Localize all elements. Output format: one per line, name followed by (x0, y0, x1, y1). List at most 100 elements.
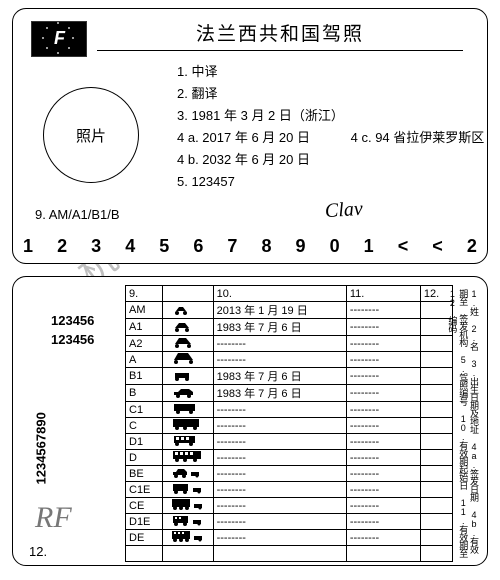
field-4a: 4 a. 2017 年 6 月 20 日 (177, 127, 347, 149)
table-row: CE ---------------- (126, 498, 453, 514)
cell-10: -------- (213, 402, 346, 418)
corner-12: 12. (29, 544, 47, 559)
cell-10: -------- (213, 466, 346, 482)
cell-11: -------- (346, 466, 420, 482)
table-row: D1---------------- (126, 434, 453, 450)
id-2: 123456 (51, 332, 125, 347)
cell-code: D (126, 450, 163, 466)
table-row: BE ---------------- (126, 466, 453, 482)
vehicle-icon (163, 352, 214, 368)
cell-code: C (126, 418, 163, 434)
field-4a-4c: 4 a. 2017 年 6 月 20 日 4 c. 94 省拉伊莱罗斯区 (177, 127, 473, 149)
cell-11: -------- (346, 482, 420, 498)
cell-10: -------- (213, 498, 346, 514)
cell-11: -------- (346, 402, 420, 418)
cell-11: -------- (346, 450, 420, 466)
table-row: DE---------------- (126, 530, 453, 546)
cell-code: A1 (126, 319, 163, 336)
cell-12 (420, 546, 452, 562)
cell-code: B1 (126, 368, 163, 385)
table-row: A1 1983 年 7 月 6 日-------- (126, 319, 453, 336)
cell-11: -------- (346, 434, 420, 450)
digit: < (432, 236, 443, 257)
field-4c: 4 c. 94 省拉伊莱罗斯区 (351, 130, 485, 145)
license-title: 法兰西共和国驾照 (97, 19, 463, 51)
vehicle-icon (163, 482, 214, 498)
cell-12 (420, 482, 452, 498)
digit: 7 (227, 236, 237, 257)
table-row: A ---------------- (126, 352, 453, 368)
cell-12 (420, 514, 452, 530)
table-row: A2---------------- (126, 336, 453, 352)
license-fields: 1. 中译 2. 翻译 3. 1981 年 3 月 2 日（浙江） 4 a. 2… (177, 61, 473, 194)
table-row: C---------------- (126, 418, 453, 434)
field-5: 5. 123457 (177, 171, 473, 193)
field-4b: 4 b. 2032 年 6 月 20 日 (177, 149, 473, 171)
digit: 2 (467, 236, 477, 257)
cell-10: -------- (213, 514, 346, 530)
th-11: 11. (346, 286, 420, 302)
table-row: C1E---------------- (126, 482, 453, 498)
digit: 9 (296, 236, 306, 257)
field-9-categories: 9. AM/A1/B1/B (35, 207, 120, 222)
vertical-number: 1234567890 (34, 385, 49, 485)
cell-10: 1983 年 7 月 6 日 (213, 319, 346, 336)
cell-11: -------- (346, 302, 420, 319)
cell-10: -------- (213, 450, 346, 466)
vehicle-icon (163, 302, 214, 319)
cell-code: BE (126, 466, 163, 482)
vehicle-icon (163, 385, 214, 402)
digit: 8 (261, 236, 271, 257)
cell-code: B (126, 385, 163, 402)
digit: 6 (193, 236, 203, 257)
vehicle-icon (163, 450, 214, 466)
vehicle-icon (163, 466, 214, 482)
cell-10: -------- (213, 530, 346, 546)
digit: 5 (159, 236, 169, 257)
cell-12 (420, 418, 452, 434)
cell-12 (420, 402, 452, 418)
flag-letter: F (54, 28, 65, 49)
cell-code: A (126, 352, 163, 368)
vehicle-icon (163, 434, 214, 450)
vehicle-icon (163, 498, 214, 514)
digit: 1 (23, 236, 33, 257)
table-row (126, 546, 453, 562)
id-1: 123456 (51, 313, 125, 328)
cell-code: C1E (126, 482, 163, 498)
cell-code: C1 (126, 402, 163, 418)
cell-10 (213, 546, 346, 562)
vehicle-icon (163, 418, 214, 434)
vehicle-icon (163, 336, 214, 352)
table-row: B1983 年 7 月 6 日-------- (126, 385, 453, 402)
cell-10: 1983 年 7 月 6 日 (213, 368, 346, 385)
digit: 0 (330, 236, 340, 257)
cell-12 (420, 352, 452, 368)
digit: 1 (364, 236, 374, 257)
digit: 3 (91, 236, 101, 257)
cell-11: -------- (346, 514, 420, 530)
cell-10: -------- (213, 434, 346, 450)
field-3: 3. 1981 年 3 月 2 日（浙江） (177, 105, 473, 127)
cell-11: -------- (346, 385, 420, 402)
cell-11: -------- (346, 336, 420, 352)
cell-11: -------- (346, 418, 420, 434)
vehicle-icon (163, 514, 214, 530)
field-1: 1. 中译 (177, 61, 473, 83)
cell-11: -------- (346, 498, 420, 514)
cell-code: DE (126, 530, 163, 546)
mrz-digits: 12345678901<<2 (13, 236, 487, 257)
cell-12 (420, 466, 452, 482)
cell-12 (420, 530, 452, 546)
legend-text: 1.姓 2.名 3.出生日期及地址 4a.签发日期 4b.有效期至 签发机构 5… (453, 285, 479, 561)
cell-11: -------- (346, 352, 420, 368)
cell-12 (420, 450, 452, 466)
cell-11: -------- (346, 319, 420, 336)
cell-10: -------- (213, 352, 346, 368)
cell-code: A2 (126, 336, 163, 352)
cell-code: CE (126, 498, 163, 514)
digit: 4 (125, 236, 135, 257)
signature: Clav (324, 198, 363, 224)
th-10: 10. (213, 286, 346, 302)
vehicle-icon (163, 546, 214, 562)
